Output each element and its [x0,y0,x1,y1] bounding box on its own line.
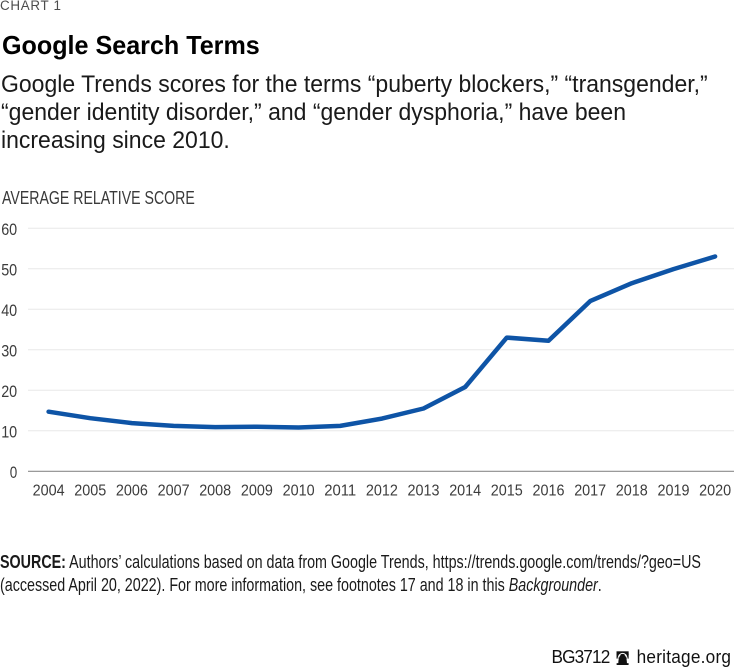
svg-text:10: 10 [1,423,17,442]
svg-text:2009: 2009 [241,483,273,500]
svg-text:2007: 2007 [158,483,190,500]
svg-text:2020: 2020 [699,483,731,500]
svg-text:2011: 2011 [324,483,356,500]
svg-text:2008: 2008 [199,483,231,500]
svg-text:2013: 2013 [408,483,440,500]
svg-text:2018: 2018 [616,483,648,500]
svg-text:2004: 2004 [33,483,65,500]
svg-text:20: 20 [1,382,17,401]
svg-text:2019: 2019 [658,483,690,500]
svg-text:0: 0 [10,463,18,482]
svg-text:50: 50 [1,261,17,280]
svg-text:30: 30 [1,342,17,361]
svg-text:60: 60 [1,220,17,239]
svg-text:2005: 2005 [74,483,106,500]
svg-text:2015: 2015 [491,483,523,500]
svg-text:2010: 2010 [283,483,315,500]
svg-text:2012: 2012 [366,483,398,500]
svg-text:2017: 2017 [574,483,606,500]
svg-text:2014: 2014 [449,483,481,500]
svg-text:2006: 2006 [116,483,148,500]
svg-text:2016: 2016 [533,483,565,500]
svg-text:40: 40 [1,301,17,320]
